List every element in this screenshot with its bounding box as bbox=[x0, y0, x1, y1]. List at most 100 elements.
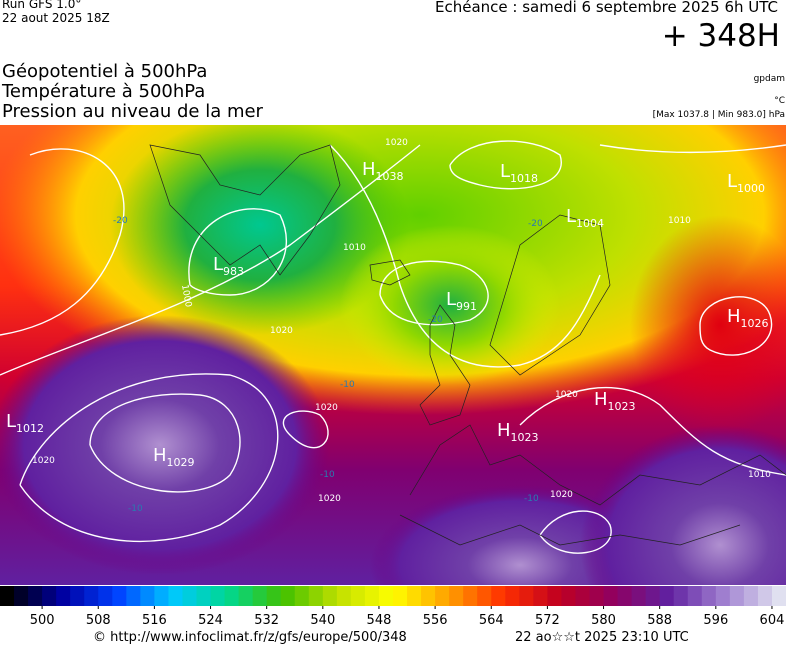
temperature-label: -10 bbox=[320, 470, 335, 480]
colorbar-tick-label: 540 bbox=[310, 613, 335, 628]
colorbar-cell bbox=[140, 586, 155, 606]
field bbox=[580, 425, 786, 585]
pressure-center: L1000 bbox=[727, 171, 765, 195]
colorbar-tick-label: 516 bbox=[142, 613, 167, 628]
run-label: Run GFS 1.0° bbox=[2, 0, 82, 11]
colorbar-tick-label: 604 bbox=[760, 613, 785, 628]
center-type: H bbox=[153, 445, 167, 466]
center-value: 1029 bbox=[167, 456, 195, 469]
isobar bbox=[699, 296, 773, 356]
center-type: L bbox=[566, 206, 576, 227]
colorbar-tick-label: 572 bbox=[535, 613, 560, 628]
center-value: 1004 bbox=[576, 217, 604, 230]
colorbar-cell bbox=[701, 586, 717, 606]
isobar bbox=[282, 410, 329, 449]
pressure-center: H1029 bbox=[153, 445, 195, 469]
coastline bbox=[399, 514, 741, 546]
colorbar-tick-label: 524 bbox=[198, 613, 223, 628]
isobar bbox=[89, 393, 241, 493]
colorbar-tick-label: 588 bbox=[647, 613, 672, 628]
isobar-label: 1020 bbox=[385, 138, 408, 148]
colorbar-cell bbox=[350, 586, 366, 606]
colorbar-cell bbox=[561, 586, 576, 606]
title: Pression au niveau de la mer bbox=[2, 101, 263, 122]
colorbar-tick-label: 596 bbox=[703, 613, 728, 628]
coastline bbox=[369, 259, 411, 286]
unit: [Max 1037.8 | Min 983.0] hPa bbox=[652, 110, 785, 120]
isobar bbox=[539, 510, 612, 554]
center-type: H bbox=[727, 306, 741, 327]
colorbar-cell bbox=[252, 586, 268, 606]
colorbar-cell bbox=[393, 586, 408, 606]
temperature-label: -20 bbox=[428, 315, 443, 325]
colorbar-cell bbox=[14, 586, 29, 606]
colorbar-cell bbox=[0, 586, 15, 606]
coastline bbox=[489, 214, 611, 376]
isobar bbox=[0, 148, 125, 336]
isobar bbox=[599, 144, 786, 154]
isobar bbox=[188, 208, 287, 296]
source-url: © http://www.infoclimat.fr/z/gfs/europe/… bbox=[93, 630, 407, 645]
colorbar-tick-label: 556 bbox=[423, 613, 448, 628]
echeance: Echéance : samedi 6 septembre 2025 6h UT… bbox=[435, 0, 778, 16]
colorbar-tick-label: 564 bbox=[479, 613, 504, 628]
center-value: 1018 bbox=[510, 172, 538, 185]
colorbar-cell bbox=[673, 586, 689, 606]
colorbar-cell bbox=[715, 586, 731, 606]
temperature-label: -10 bbox=[128, 504, 143, 514]
pressure-center: L1012 bbox=[6, 411, 44, 435]
colorbar-cell bbox=[519, 586, 534, 606]
colorbar-cell bbox=[168, 586, 183, 606]
colorbar-cell bbox=[56, 586, 71, 606]
lead-time: + 348H bbox=[661, 18, 780, 54]
colorbar-cell bbox=[224, 586, 240, 606]
isobar-label: 1020 bbox=[550, 490, 573, 500]
center-type: L bbox=[213, 254, 223, 275]
temperature-label: -10 bbox=[524, 494, 539, 504]
center-type: L bbox=[6, 411, 16, 432]
isobar bbox=[519, 386, 786, 476]
colorbar-cell bbox=[336, 586, 352, 606]
run-date: 22 aout 2025 18Z bbox=[2, 11, 110, 25]
title: Température à 500hPa bbox=[2, 81, 206, 102]
pressure-center: H1038 bbox=[362, 159, 404, 183]
pressure-center: H1023 bbox=[594, 389, 636, 413]
colorbar-cell bbox=[477, 586, 492, 606]
coastline bbox=[149, 144, 341, 276]
colorbar-cell bbox=[154, 586, 169, 606]
coastline bbox=[409, 424, 786, 506]
isobar-label: 1020 bbox=[315, 403, 338, 413]
colorbar-tick-label: 580 bbox=[591, 613, 616, 628]
isobar-label: 1020 bbox=[555, 390, 578, 400]
colorbar-cell bbox=[364, 586, 380, 606]
isobar-label: 1010 bbox=[668, 216, 691, 226]
colorbar-cell bbox=[603, 586, 619, 606]
colorbar-cell bbox=[407, 586, 422, 606]
isobar-label: 1020 bbox=[270, 326, 293, 336]
center-value: 1026 bbox=[741, 317, 769, 330]
colorbar-cell bbox=[378, 586, 394, 606]
colorbar-cell bbox=[743, 586, 759, 606]
center-value: 991 bbox=[456, 300, 477, 313]
colorbar-cell bbox=[463, 586, 478, 606]
field bbox=[110, 125, 410, 335]
colorbar-cell bbox=[28, 586, 43, 606]
isobar bbox=[449, 140, 562, 190]
unit: °C bbox=[774, 96, 785, 106]
colorbar-cell bbox=[547, 586, 562, 606]
titles: Géopotentiel à 500hPa Température à 500h… bbox=[2, 62, 263, 122]
isobar-label: 1020 bbox=[32, 456, 55, 466]
colorbar-cell bbox=[533, 586, 548, 606]
colorbar-cell bbox=[294, 586, 310, 606]
colorbar-tick-label: 500 bbox=[30, 613, 55, 628]
center-value: 1023 bbox=[608, 400, 636, 413]
center-value: 1000 bbox=[737, 182, 765, 195]
pressure-center: L983 bbox=[213, 254, 244, 278]
isobar-label: 1000 bbox=[179, 284, 193, 309]
center-value: 1038 bbox=[376, 170, 404, 183]
center-type: H bbox=[497, 420, 511, 441]
colorbar-cell bbox=[238, 586, 254, 606]
